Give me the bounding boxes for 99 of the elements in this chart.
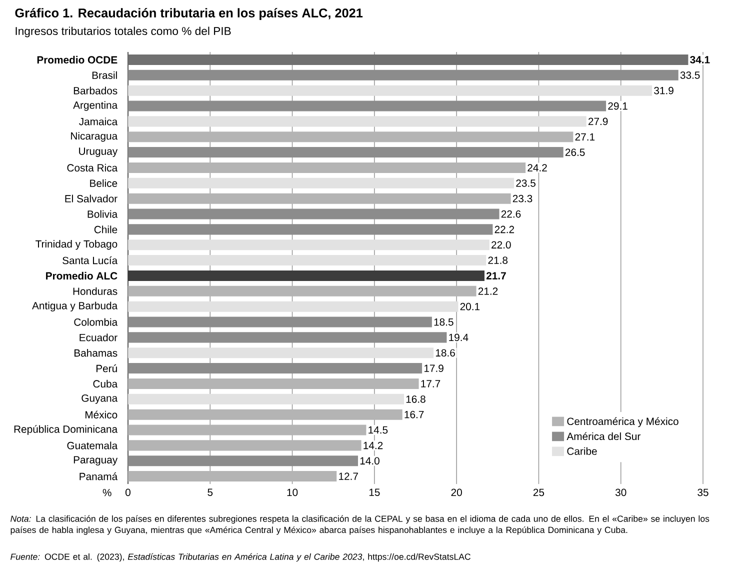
y-tick-label: Nicaragua [71,132,118,142]
data-label: 14.5 [368,426,388,434]
data-label: 14.2 [364,442,383,450]
y-tick-label: Bolivia [88,210,118,218]
y-tick-label: Promedio OCDE [37,56,118,64]
y-tick-label: Panamá [80,472,118,480]
data-label: 22.6 [501,210,521,218]
text: Nota: La clasificación de los países en diferentes subregiones respeta la clasificación de la CEPAL y se basa en el idioma de cada uno de ellos. En el «Caribe» se incluyen los países de habla inglesa y Guyana, mientras que «América Central y México» abarca países hispanohablantes e incluye a la República Dominicana y Cuba. [10,515,710,535]
bar [128,316,432,328]
data-label: 33.5 [680,71,700,79]
x-tick-label: 10 [287,488,298,496]
y-tick-label: Santa Lucía [62,256,118,264]
data-label: 26.5 [565,148,585,156]
y-tick-label: Chile [94,226,118,234]
bar [128,70,678,80]
bar [128,332,447,343]
bar [128,394,404,404]
bar [128,54,688,65]
data-label: 22.0 [492,241,511,249]
y-tick-label: Argentina [73,101,118,111]
data-label: 31.9 [654,86,674,94]
y-tick-label: Honduras [73,287,118,295]
bar [128,240,490,250]
y-tick-label: Cuba [93,380,118,388]
data-label: 14.0 [360,457,380,465]
bar [128,378,419,389]
y-tick-label: Paraguay [74,456,118,466]
bar [128,85,652,96]
x-tick-label: 30 [615,488,626,496]
chart-subtitle: Ingresos tributarios totales como % del PIB [16,26,231,38]
bar [128,255,486,266]
bar [128,301,458,312]
x-tick-label: 35 [698,488,708,496]
data-label: 29.1 [608,102,628,110]
bar [128,424,366,436]
bar [128,100,606,112]
data-label: 12.7 [339,472,358,480]
bar [128,193,511,204]
bar [128,132,574,142]
bar [128,208,500,220]
bar [128,116,586,127]
y-tick-label: Ecuador [80,334,118,342]
x-tick-label: 0 [126,488,130,496]
data-label: 23.5 [516,179,536,187]
data-label: 16.8 [406,395,426,403]
bar [128,363,422,374]
data-label: 34.1 [690,56,710,64]
data-label: 21.2 [478,288,498,295]
x-tick-label: 5 [208,488,213,496]
legend-label: Caribe [567,447,597,455]
data-label: 23.3 [512,194,532,202]
x-tick-label: 25 [533,488,544,496]
bar [128,270,485,281]
y-tick-label: Colombia [74,318,118,326]
data-label: 27.1 [575,133,595,140]
bar [128,409,402,420]
y-tick-label: Promedio ALC [46,272,118,280]
bar [128,162,526,173]
legend-label: Centroamérica y México [567,417,678,428]
data-label: 22.2 [494,226,514,234]
text: Fuente: OCDE et al. (2023), Estadísticas Tributarias en América Latina y el Caribe 2023, https://oe.cd/RevStatsLAC [10,553,471,562]
chart-title: Gráfico 1. Recaudación tributaria en los países ALC, 2021 [15,8,363,20]
bar [128,456,358,466]
bar [128,224,493,235]
y-tick-label: Brasil [92,71,117,79]
bar [128,286,476,296]
data-label: 17.7 [421,380,440,388]
data-label: 24.2 [528,164,547,172]
y-tick-label: Barbados [74,86,118,94]
data-label: 18.5 [434,318,454,326]
y-tick-label: Jamaica [79,118,118,126]
y-tick-label: Uruguay [79,148,118,157]
data-label: 27.9 [588,118,608,126]
data-label: 19.4 [449,334,468,342]
y-tick-label: México [86,410,118,418]
y-tick-label: Bahamas [74,349,118,357]
data-label: 21.8 [488,256,508,264]
y-tick-label: Belice [90,179,118,187]
y-tick-label: Guyana [82,394,118,404]
bar [128,178,514,188]
data-label: 20.1 [460,302,480,310]
y-tick-label: Trinidad y Tobago [36,240,118,250]
y-tick-label: República Dominicana [14,425,118,435]
data-label: 21.7 [486,272,506,280]
bar [128,147,564,158]
y-tick-label: Perú [96,364,117,372]
x-tick-label: 20 [451,488,462,496]
y-tick-label: Costa Rica [67,164,118,172]
bar [128,348,434,358]
x-axis-title: % [102,488,112,496]
x-tick-label: 15 [369,488,380,496]
y-tick-label: El Salvador [65,194,118,202]
legend-label: América del Sur [566,432,640,440]
data-label: 18.6 [436,349,455,357]
y-tick-label: Guatemala [67,442,118,450]
bar [128,440,362,451]
data-label: 16.7 [404,410,424,418]
data-label: 17.9 [424,364,444,372]
y-tick-label: Antigua y Barbuda [32,302,118,312]
